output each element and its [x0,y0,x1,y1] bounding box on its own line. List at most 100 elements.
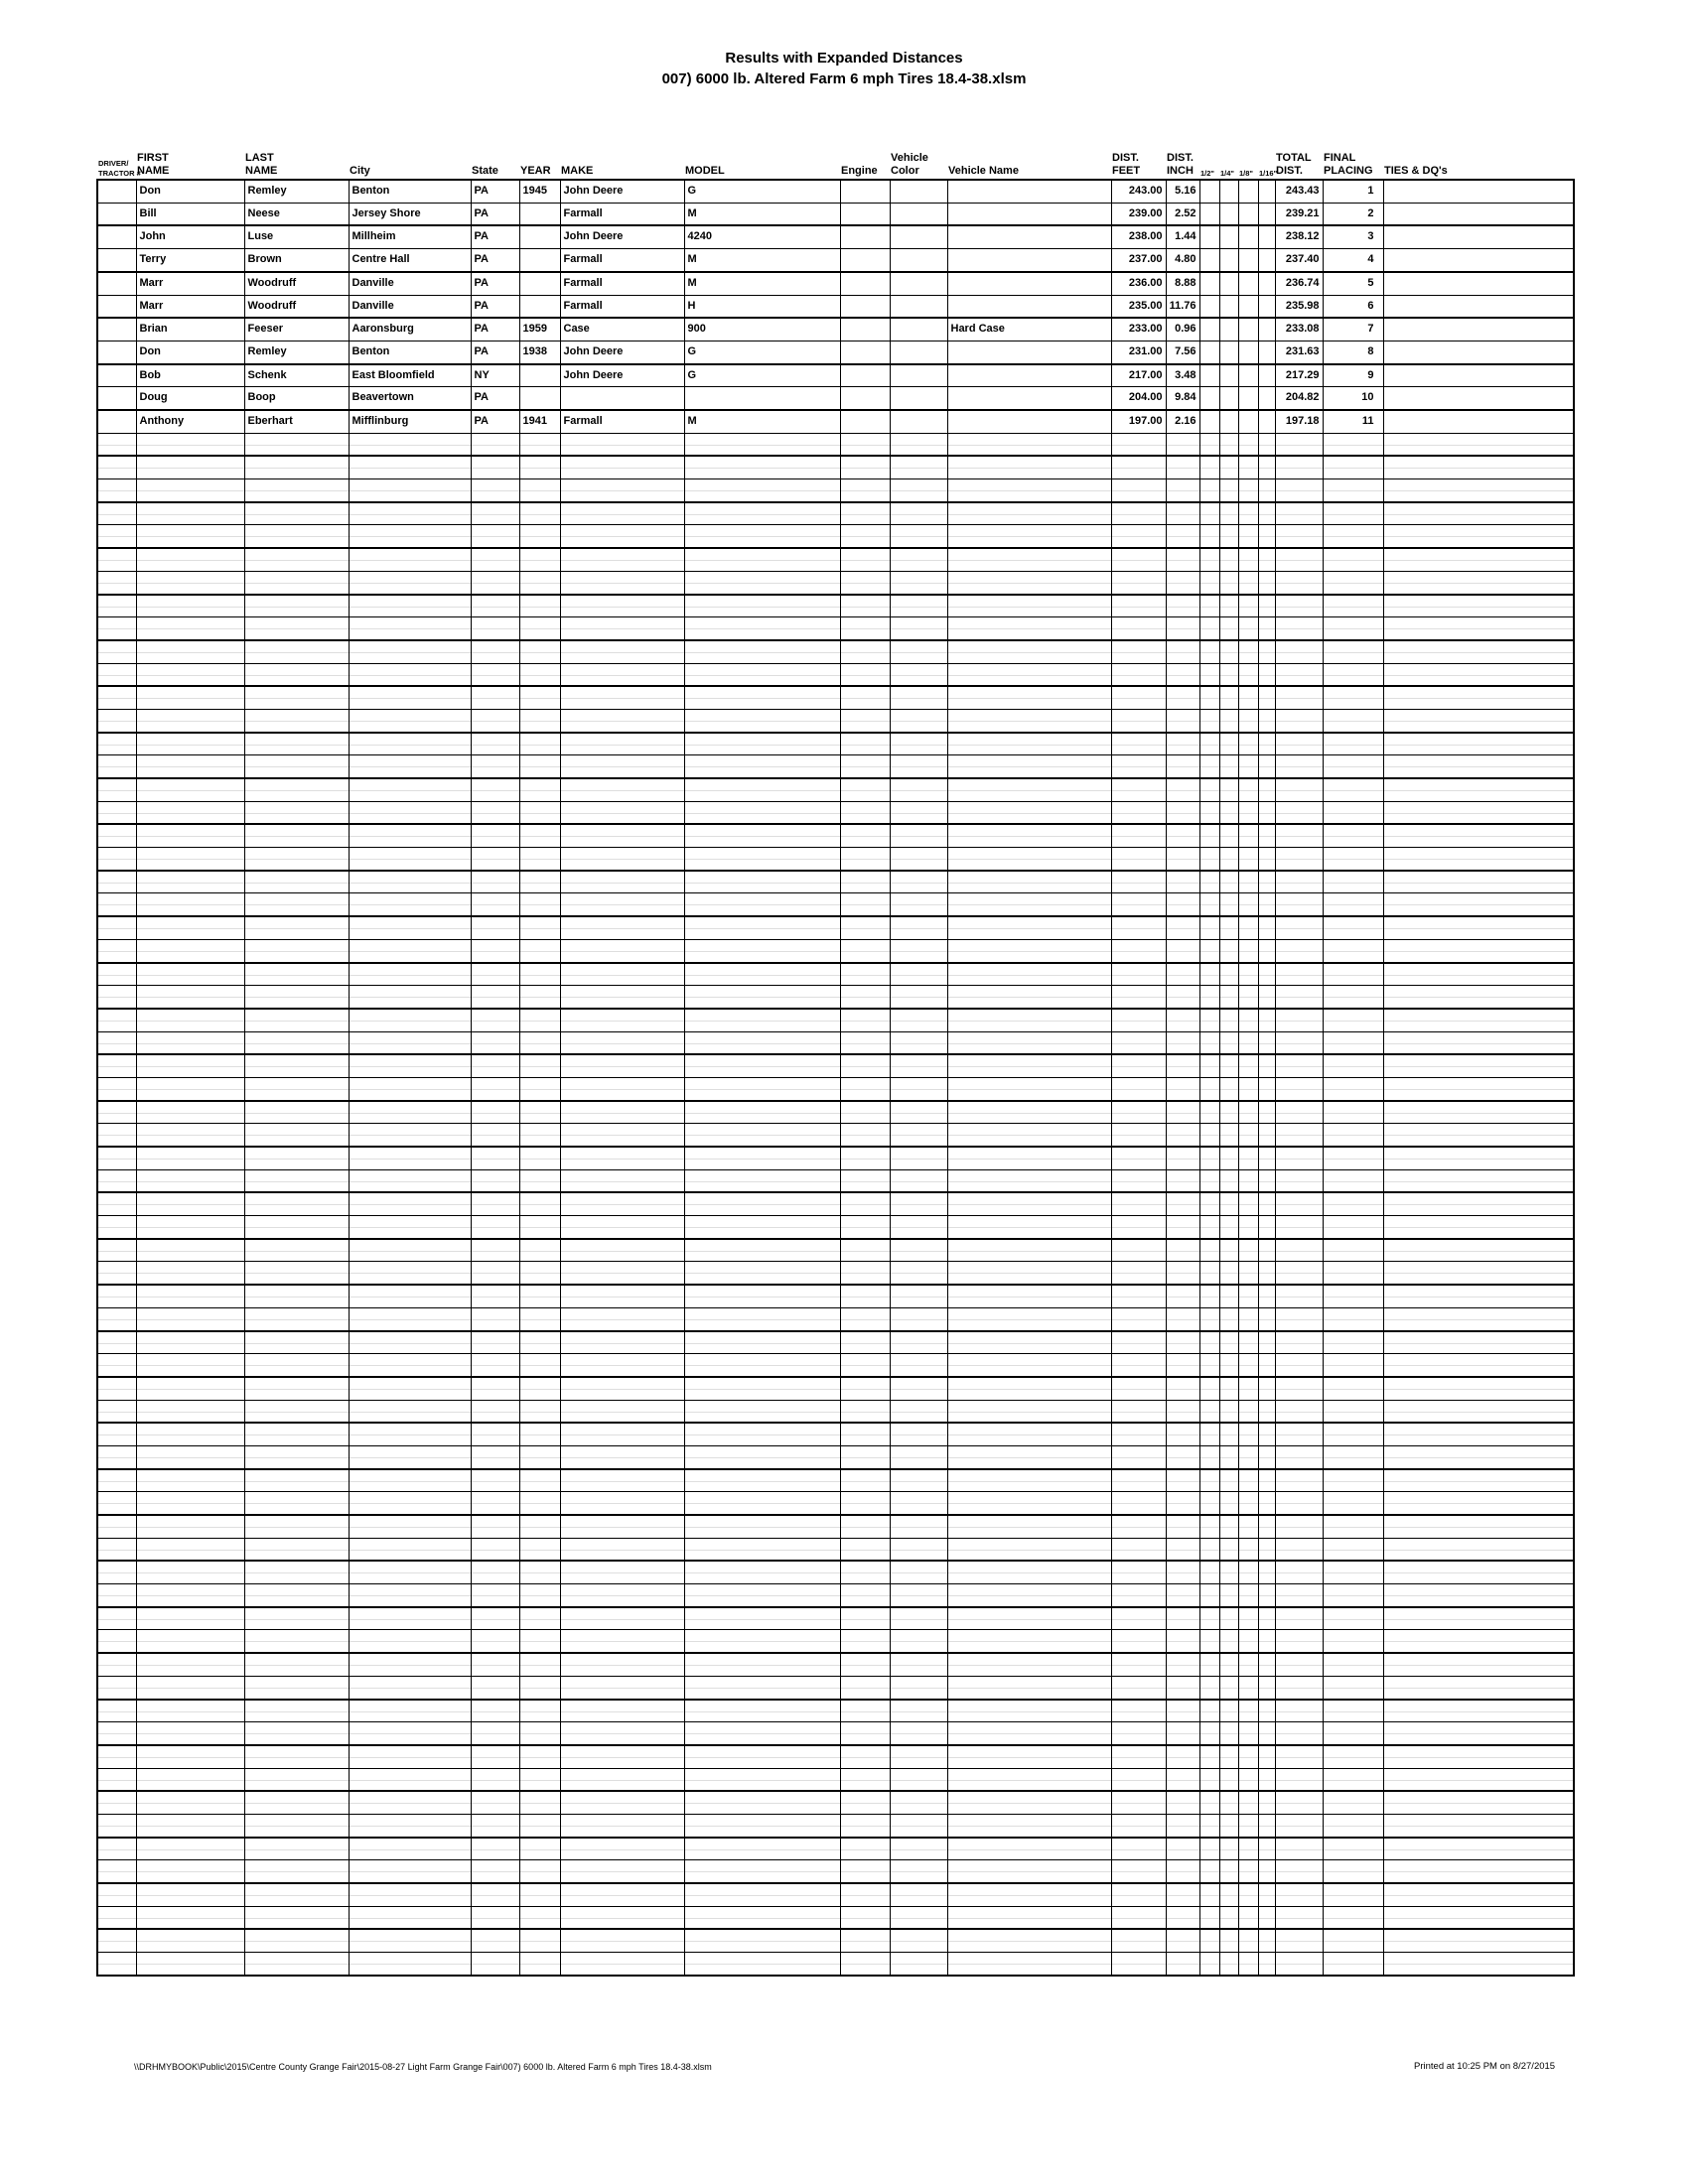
cell-last [243,709,349,734]
cell-ties [1382,663,1574,688]
cell-half [1198,939,1219,964]
cell-ties [1382,1883,1574,1907]
cell-sixteenth [1257,1744,1275,1769]
cell-last [243,939,349,964]
cell-state [470,1468,519,1493]
cell-placing [1322,1285,1383,1308]
cell-model [683,1699,840,1723]
cell-placing [1322,1491,1383,1517]
cell-total [1274,1883,1323,1907]
cell-color [889,1859,947,1885]
cell-state: PA [470,295,519,320]
cell-inch [1165,616,1199,641]
cell-feet: 237.00 [1110,248,1166,273]
cell-sixteenth [1257,501,1275,526]
cell-placing [1322,1561,1383,1585]
cell-first [135,1330,244,1355]
cell-placing: 8 [1322,341,1383,365]
cell-id [97,847,136,872]
cell-first [135,1906,244,1931]
cell-total [1274,478,1323,503]
cell-city [348,571,471,596]
cell-model [683,985,840,1010]
cell-quarter [1218,639,1238,664]
report-title: Results with Expanded Distances [725,50,963,67]
cell-ties [1382,824,1574,849]
cell-sixteenth [1257,271,1275,296]
cell-sixteenth [1257,318,1275,341]
cell-total [1274,1100,1323,1125]
cell-eighth [1237,709,1258,734]
cell-placing [1322,548,1383,572]
empty-table-row [97,1883,1574,1907]
empty-table-row [97,663,1574,688]
cell-model [683,1744,840,1769]
cell-ties [1382,1676,1574,1701]
empty-table-row [97,616,1574,641]
cell-state [470,1238,519,1263]
cell-placing [1322,870,1383,894]
cell-half [1198,594,1219,618]
cell-id [97,1215,136,1240]
cell-inch: 11.76 [1165,295,1199,320]
cell-id [97,985,136,1010]
cell-placing [1322,616,1383,641]
cell-sixteenth [1257,1238,1275,1263]
results-table: Don Remley Benton PA 1945 John Deere G 243.00 5.… [96,179,1575,1977]
cell-city [348,1629,471,1655]
cell-sixteenth [1257,732,1275,756]
cell-engine [839,1814,890,1839]
cell-last: Brown [243,248,349,273]
cell-engine [839,180,890,204]
cell-eighth [1237,1952,1258,1977]
cell-feet [1110,985,1166,1010]
cell-quarter [1218,1054,1238,1078]
cell-half [1198,1353,1219,1378]
cell-year [518,778,560,802]
cell-name [946,433,1111,458]
cell-sixteenth [1257,1491,1275,1517]
cell-quarter [1218,1629,1238,1655]
cell-inch [1165,1192,1199,1217]
cell-first: John [135,225,244,250]
cell-model [683,1147,840,1170]
cell-color [889,1123,947,1149]
empty-table-row [97,1238,1574,1263]
cell-placing [1322,1100,1383,1125]
cell-ties [1382,1192,1574,1217]
cell-last [243,571,349,596]
cell-city: Jersey Shore [348,203,471,227]
cell-color [889,824,947,849]
empty-table-row [97,916,1574,940]
cell-ties [1382,1330,1574,1355]
cell-make [559,1077,684,1102]
cell-model [683,386,840,412]
empty-table-row [97,1169,1574,1194]
cell-half [1198,478,1219,503]
cell-quarter [1218,1699,1238,1723]
cell-model [683,1883,840,1907]
cell-placing [1322,1077,1383,1102]
cell-year [518,1883,560,1907]
cell-quarter [1218,1285,1238,1308]
cell-id [97,410,136,434]
cell-ties [1382,1952,1574,1977]
cell-model [683,1307,840,1332]
cell-half [1198,892,1219,918]
cell-sixteenth [1257,203,1275,227]
cell-last [243,478,349,503]
cell-name [946,1952,1111,1977]
cell-state: NY [470,363,519,388]
cell-eighth [1237,1285,1258,1308]
cell-eighth [1237,939,1258,964]
cell-engine [839,456,890,480]
cell-half [1198,1031,1219,1056]
cell-city [348,1721,471,1746]
cell-half [1198,1814,1219,1839]
cell-make [559,1054,684,1078]
cell-city [348,1538,471,1563]
cell-name [946,1699,1111,1723]
cell-engine [839,571,890,596]
cell-year: 1945 [518,180,560,204]
cell-state [470,916,519,940]
